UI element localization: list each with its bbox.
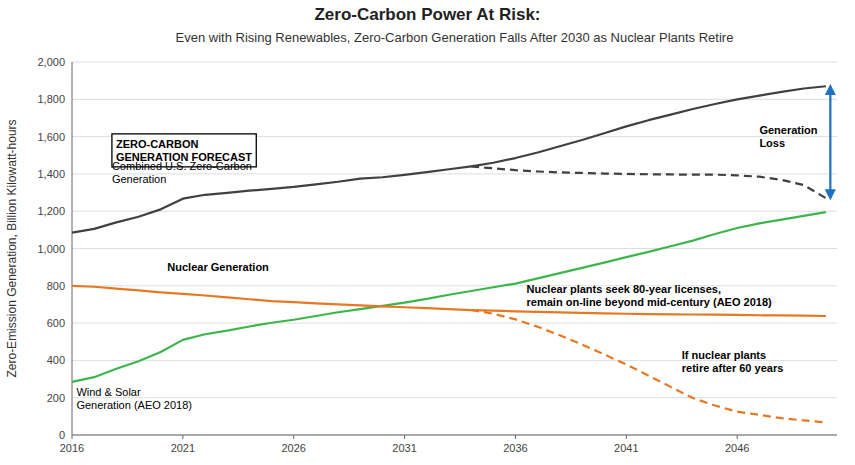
y-tick-label: 800 [47,280,65,292]
series-line [471,86,826,166]
y-tick-label: 1,200 [37,205,65,217]
x-tick [182,435,183,439]
y-tick-label: 1,800 [37,93,65,105]
series-line [471,310,826,316]
x-tick [293,435,294,439]
y-tick-label: 1,600 [37,131,65,143]
grid-line [72,248,837,249]
grid-line [72,211,837,212]
title: Zero-Carbon Power At Risk: [314,5,540,24]
series-line [72,212,826,382]
x-tick [404,435,405,439]
annotations: ZERO-CARBONGENERATION FORECASTCombined U… [76,124,817,411]
y-tick-label: 200 [47,392,65,404]
annotation: Combined U.S. Zero-CarbonGeneration [112,160,252,185]
x-axis [72,435,837,436]
y-tick-label: 0 [59,429,65,441]
x-tick-label: 2041 [614,442,638,454]
annotation: If nuclear plantsretire after 60 years [682,349,784,374]
grid [72,62,837,435]
x-tick [626,435,627,439]
lines [72,86,826,422]
x-tick [737,435,738,439]
x-tick [515,435,516,439]
y-tick-label: 600 [47,317,65,329]
grid-line [72,435,837,436]
x-tick [72,435,73,439]
x-tick-label: 2021 [171,442,195,454]
grid-line [72,323,837,324]
series-line [471,166,826,198]
x-tick-label: 2046 [725,442,749,454]
annotation: Nuclear plants seek 80-year licenses,rem… [527,283,772,308]
x-tick-label: 2036 [503,442,527,454]
annotation: Wind & SolarGeneration (AEO 2018) [76,386,192,411]
y-tick-label: 2,000 [37,56,65,68]
grid-line [72,285,837,286]
chart: Zero-Carbon Power At Risk: Even with Risi… [0,0,855,465]
y-axis [72,62,73,435]
grid-line [72,62,837,63]
y-tick-label: 400 [47,354,65,366]
loss-arrow [829,86,831,198]
annotation: GenerationLoss [759,124,817,149]
y-tick-label: 1,000 [37,243,65,255]
x-tick-label: 2026 [281,442,305,454]
series-line [471,310,826,422]
annotation: Nuclear Generation [167,261,269,273]
grid-line [72,99,837,100]
series-line [72,166,471,232]
subtitle: Even with Rising Renewables, Zero-Carbon… [176,30,734,45]
y-axis-label: Zero-Emission Generation, Billion Kilowa… [5,119,19,377]
x-tick-label: 2031 [392,442,416,454]
series-line [72,286,471,310]
x-tick-label: 2016 [60,442,84,454]
y-tick-label: 1,400 [37,168,65,180]
